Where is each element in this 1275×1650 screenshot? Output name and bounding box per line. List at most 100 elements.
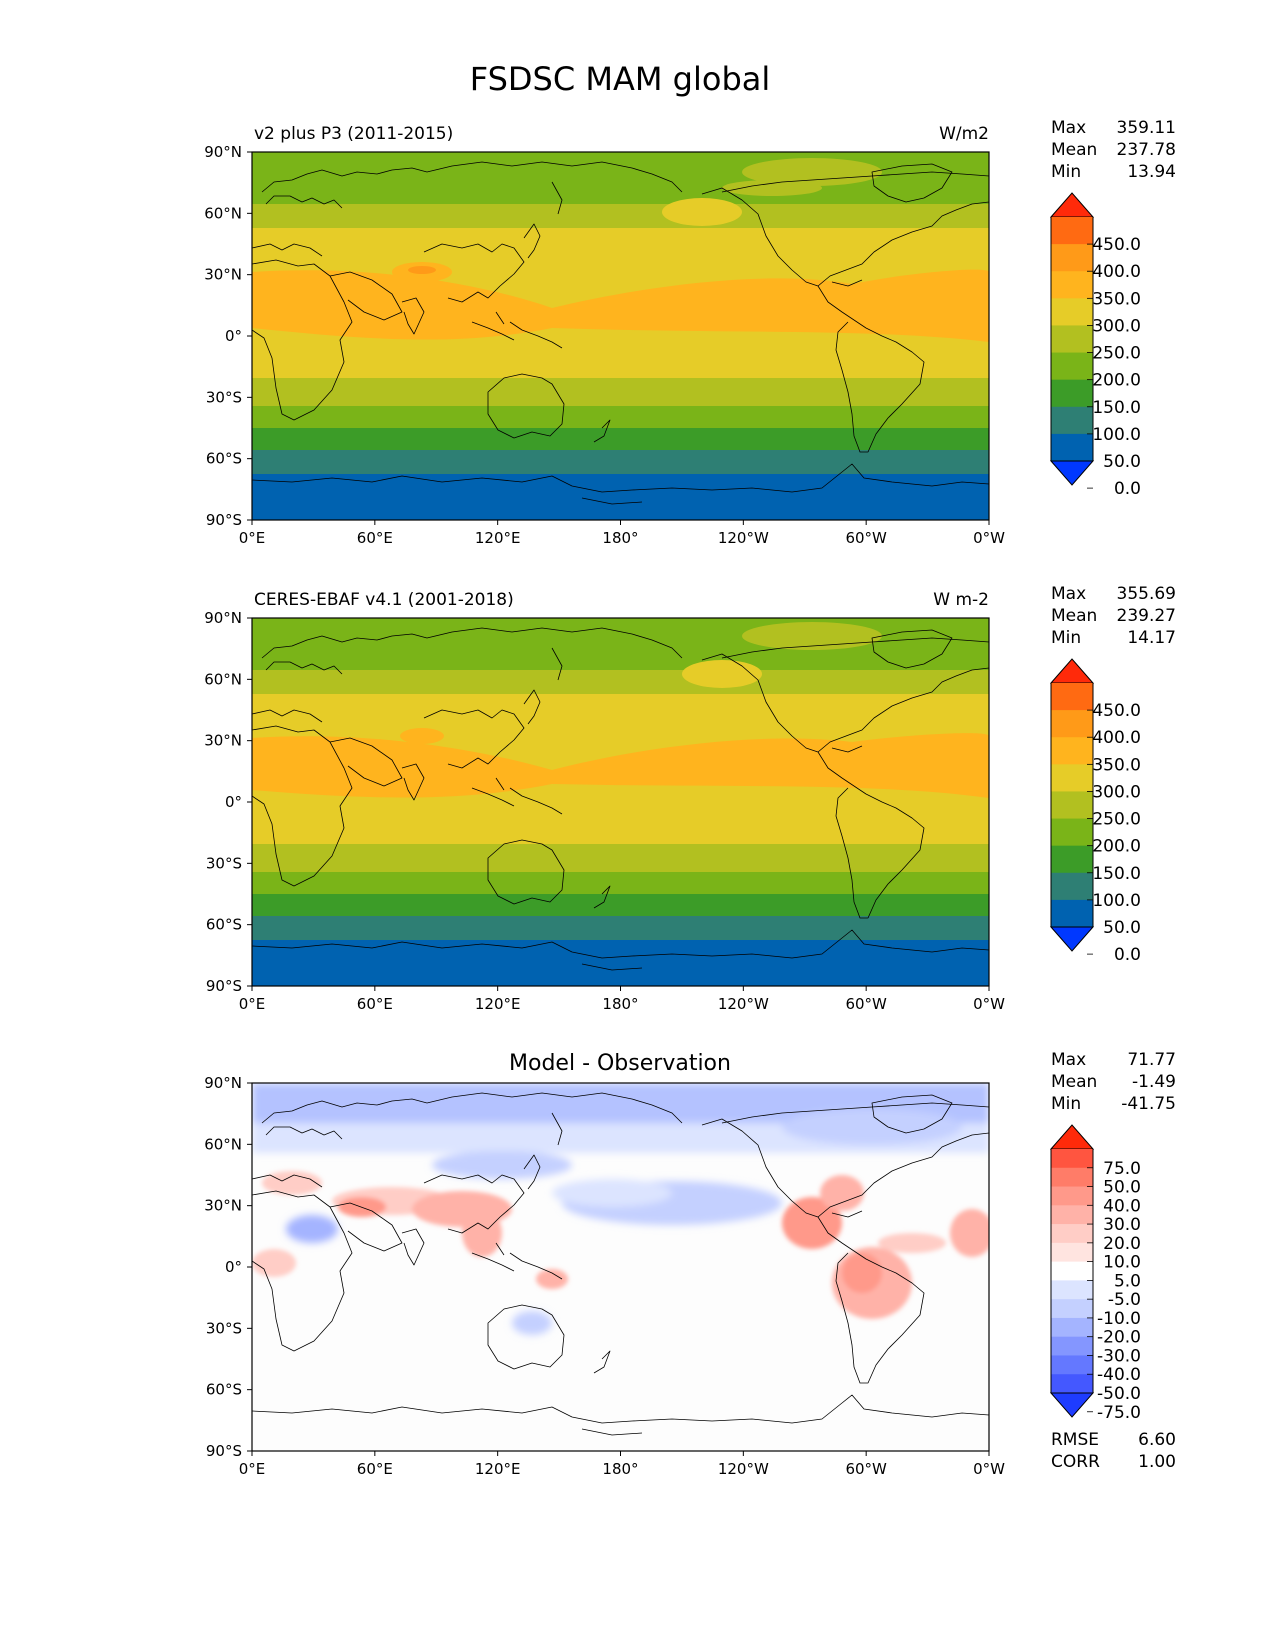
x-tick-label: 60°W (845, 1460, 887, 1478)
colorbar-segment (1051, 1299, 1093, 1319)
panel-units: W m-2 (933, 590, 989, 610)
colorbar-label: 50.0 (1103, 918, 1141, 938)
colorbar-outline (1050, 217, 1094, 461)
stat-value: 6.60 (1138, 1430, 1176, 1450)
stat-value: 237.78 (1117, 140, 1176, 160)
colorbar-difference: 75.050.040.030.020.010.05.0-5.0-10.0-20.… (1049, 1124, 1141, 1423)
x-tick-label: 180° (602, 1460, 638, 1478)
colorbar-extend-max (1049, 1124, 1095, 1150)
stat-value: -41.75 (1121, 1094, 1176, 1114)
map-field-observation (252, 618, 989, 986)
stat-label: Min (1051, 1094, 1081, 1114)
axes-ticks: 0°E 60°E 120°E 180° 120°W 60°W 0°W 90°N 60°N 30°N… (204, 1074, 1005, 1478)
colorbar-label: 150.0 (1092, 864, 1141, 884)
stat-value: 359.11 (1117, 118, 1176, 138)
colorbar-label: -5.0 (1108, 1290, 1141, 1310)
colorbar-label: -10.0 (1097, 1309, 1141, 1329)
x-tick-label: 0°W (973, 529, 1005, 547)
colorbar-outline (1050, 1149, 1094, 1393)
colorbar-segment (1051, 352, 1093, 381)
y-tick-label: 60°S (206, 916, 242, 934)
colorbar-segment (1051, 379, 1093, 408)
x-tick-label: 60°E (357, 1460, 393, 1478)
colorbar-segment (1051, 791, 1093, 820)
y-tick-label: 60°N (204, 1135, 242, 1153)
y-tick-label: 90°N (204, 143, 242, 161)
y-tick-label: 30°N (204, 266, 242, 284)
colorbar-segment (1051, 1261, 1093, 1281)
x-tick-label: 60°W (845, 995, 887, 1013)
colorbar-segment (1051, 1242, 1093, 1263)
stat-label: RMSE (1051, 1430, 1099, 1450)
colorbar-segment (1051, 325, 1093, 354)
colorbar-segment (1051, 433, 1093, 462)
colorbar-label: 450.0 (1092, 235, 1141, 255)
stats-block: Max 359.11 Mean 237.78 Min 13.94 (1051, 118, 1176, 182)
colorbar-label: 250.0 (1092, 810, 1141, 830)
stat-value: 355.69 (1117, 584, 1176, 604)
colorbar-label: 200.0 (1092, 837, 1141, 857)
y-tick-label: 0° (225, 793, 242, 811)
colorbar-segment (1051, 1224, 1093, 1244)
x-tick-label: 0°W (973, 995, 1005, 1013)
colorbar-label: 20.0 (1103, 1234, 1141, 1254)
stat-value: 14.17 (1127, 628, 1176, 648)
colorbar-extend-min (1049, 460, 1095, 486)
colorbar-segment (1051, 1374, 1093, 1394)
extra-stats-block: RMSE 6.60 CORR 1.00 (1051, 1430, 1176, 1472)
colorbar-segment (1051, 298, 1093, 326)
colorbar-segment (1051, 1149, 1093, 1169)
stats-block: Max 71.77 Mean -1.49 Min -41.75 (1051, 1050, 1176, 1114)
colorbar-segment (1051, 845, 1093, 874)
y-tick-label: 90°N (204, 1074, 242, 1092)
panel-difference: Model - Observation (204, 1050, 1176, 1478)
colorbar-extend-min (1049, 926, 1095, 952)
x-tick-label: 120°W (718, 995, 769, 1013)
colorbar-label: 75.0 (1103, 1159, 1141, 1179)
colorbar-segment (1051, 1186, 1093, 1206)
colorbar-label: -50.0 (1097, 1384, 1141, 1404)
x-tick-label: 120°E (475, 529, 521, 547)
panel-title-left: CERES-EBAF v4.1 (2001-2018) (254, 590, 514, 610)
y-tick-label: 60°S (206, 1381, 242, 1399)
y-tick-label: 90°S (206, 511, 242, 529)
stat-label: Max (1051, 1050, 1086, 1070)
map-field-model (252, 152, 989, 520)
panel-title-center: Model - Observation (509, 1051, 731, 1076)
stat-label: Max (1051, 118, 1086, 138)
stats-block: Max 355.69 Mean 239.27 Min 14.17 (1051, 584, 1176, 648)
y-tick-label: 90°S (206, 977, 242, 995)
colorbar-segment (1051, 1205, 1093, 1225)
y-tick-label: 90°S (206, 1442, 242, 1460)
y-tick-label: 60°N (204, 670, 242, 688)
colorbar-label: 250.0 (1092, 344, 1141, 364)
colorbar-segment (1051, 1317, 1093, 1338)
panel-title-left: v2 plus P3 (2011-2015) (254, 124, 453, 144)
stat-value: 71.77 (1127, 1050, 1176, 1070)
axes-ticks: 0°E 60°E 120°E 180° 120°W 60°W 0°W 90°N 60°N 30°N… (204, 143, 1005, 547)
colorbar-label: 50.0 (1103, 1178, 1141, 1198)
stat-value: -1.49 (1132, 1072, 1176, 1092)
stat-label: CORR (1051, 1452, 1100, 1472)
colorbar-label: -40.0 (1097, 1365, 1141, 1385)
colorbar-outline (1050, 683, 1094, 927)
panel-observation: CERES-EBAF v4.1 (2001-2018) W m-2 0°E 60°… (204, 584, 1176, 1013)
colorbar-segment (1051, 710, 1093, 738)
colorbar-segment (1051, 683, 1093, 711)
colorbar-segment (1051, 271, 1093, 299)
colorbar-label: 150.0 (1092, 398, 1141, 418)
colorbar-segment (1051, 818, 1093, 847)
colorbar-segment (1051, 872, 1093, 901)
x-tick-label: 120°E (475, 1460, 521, 1478)
colorbar-label: -75.0 (1097, 1403, 1141, 1423)
y-tick-label: 0° (225, 327, 242, 345)
y-tick-label: 30°S (206, 854, 242, 872)
colorbar-label: 100.0 (1092, 425, 1141, 445)
colorbar-label: 50.0 (1103, 452, 1141, 472)
x-tick-label: 0°W (973, 1460, 1005, 1478)
x-tick-label: 120°W (718, 529, 769, 547)
colorbar-label: 10.0 (1103, 1253, 1141, 1273)
panel-model: v2 plus P3 (2011-2015) W/m2 (204, 118, 1176, 547)
x-tick-label: 60°E (357, 529, 393, 547)
